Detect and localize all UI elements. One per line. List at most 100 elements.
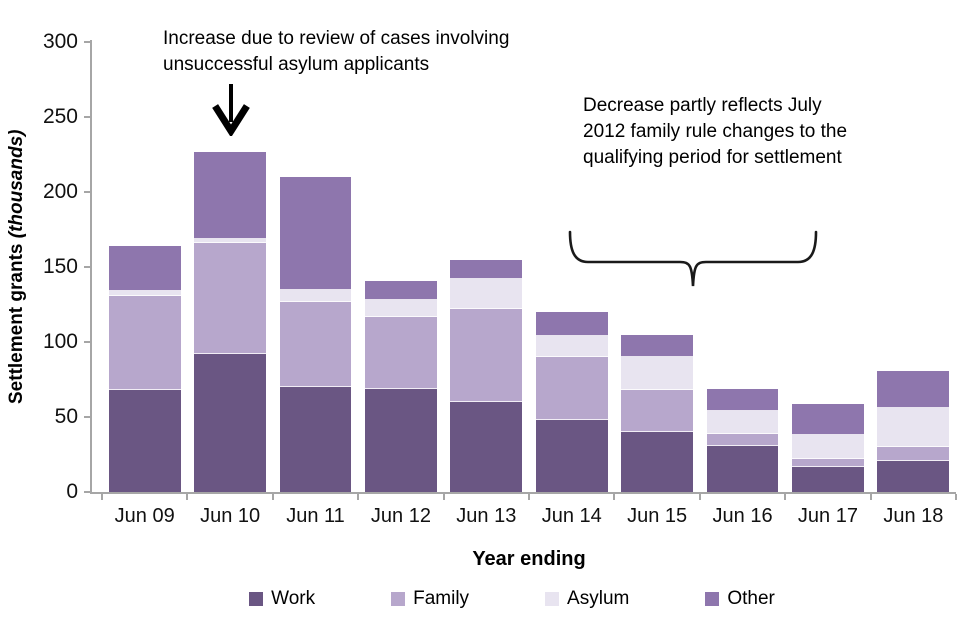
plot-area	[102, 42, 956, 492]
bar-segment-work	[108, 390, 181, 492]
bar-segment-family	[535, 357, 608, 420]
stacked-bar	[450, 259, 523, 492]
y-tick-mark	[84, 416, 91, 418]
x-axis-label: Jun 17	[797, 505, 858, 527]
bar-band-jun-18	[871, 42, 956, 492]
bar-segment-other	[706, 388, 779, 411]
y-tick-label: 150	[42, 255, 78, 278]
y-axis-title-main: Settlement grants	[6, 243, 27, 405]
x-axis-label: Jun 15	[627, 505, 688, 527]
x-axis-label: Jun 14	[541, 505, 602, 527]
bar-segment-asylum	[535, 336, 608, 357]
bar-segment-asylum	[279, 289, 352, 302]
bar-segment-work	[621, 432, 693, 492]
bar-segment-other	[108, 246, 181, 291]
bar-segment-family	[279, 301, 352, 387]
x-tick-mark	[613, 494, 616, 500]
bar-segment-other	[792, 403, 864, 435]
x-tick-mark	[357, 494, 360, 500]
bar-segment-asylum	[621, 357, 693, 390]
bar-segment-asylum	[877, 408, 950, 447]
bar-segment-work	[450, 402, 523, 492]
down-arrow-icon	[212, 84, 250, 136]
y-tick-mark	[84, 491, 91, 493]
x-axis-label: Jun 13	[456, 505, 517, 527]
bar-segment-work	[792, 466, 864, 492]
bar-segment-asylum	[450, 279, 523, 309]
x-tick-mark	[186, 494, 189, 500]
x-axis-labels: Jun 09 Jun 10 Jun 11 Jun 12 Jun 13 Jun 14 Jun …	[102, 505, 956, 528]
x-axis-label: Jun 12	[370, 505, 431, 527]
bar-segment-asylum	[706, 411, 779, 434]
bar-segment-work	[279, 387, 352, 492]
bar-band-jun-10	[187, 42, 272, 492]
bar-segment-work	[535, 420, 608, 492]
bar-band-jun-09	[102, 42, 187, 492]
annotation-family-rule-change: Decrease partly reflects July 2012 famil…	[583, 95, 848, 169]
x-axis-title: Year ending	[472, 548, 586, 570]
stacked-bar	[621, 334, 693, 492]
bar-band-jun-17	[785, 42, 870, 492]
bar-segment-family	[108, 295, 181, 390]
legend-item-work: Work	[249, 588, 315, 610]
legend-label: Family	[413, 588, 470, 609]
x-tick-mark	[101, 494, 103, 500]
x-tick-mark	[528, 494, 530, 500]
bar-segment-family	[450, 309, 523, 402]
bar-segment-other	[194, 151, 266, 239]
x-axis-label: Jun 11	[286, 505, 345, 527]
y-tick-label: 200	[42, 180, 78, 203]
bar-segment-asylum	[792, 435, 864, 459]
x-tick-mark	[271, 494, 274, 500]
x-axis-label: Jun 16	[712, 505, 773, 527]
bar-segment-work	[706, 445, 779, 492]
legend: Work Family Asylum Other	[0, 588, 960, 610]
stacked-bar	[535, 312, 608, 492]
legend-item-asylum: Asylum	[545, 588, 629, 610]
bar-segment-asylum	[365, 300, 437, 317]
stacked-bar	[108, 246, 181, 492]
stacked-bar	[194, 151, 266, 492]
bar-segment-other	[365, 280, 437, 300]
x-axis-line	[90, 492, 956, 494]
x-axis-label: Jun 18	[883, 505, 944, 527]
x-axis-label: Jun 10	[200, 505, 261, 527]
y-tick-mark	[84, 41, 91, 43]
y-tick-mark	[84, 191, 91, 193]
bar-segment-other	[877, 370, 950, 408]
bar-band-jun-13	[444, 42, 529, 492]
bar-segment-asylum	[194, 238, 266, 243]
stacked-bar	[365, 280, 437, 492]
stacked-bar	[279, 177, 352, 492]
x-tick-mark	[442, 494, 445, 500]
bar-segment-other	[621, 334, 693, 357]
y-tick-label: 50	[54, 405, 78, 428]
y-tick-mark	[84, 341, 91, 343]
y-tick-label: 300	[42, 30, 78, 53]
bar-segment-family	[706, 433, 779, 446]
bar-segment-work	[877, 460, 950, 492]
bar-segment-other	[450, 259, 523, 279]
y-axis-line	[90, 40, 92, 494]
bar-band-jun-11	[273, 42, 358, 492]
bar-segment-family	[877, 447, 950, 461]
bar-segment-other	[535, 312, 608, 336]
legend-label: Other	[727, 588, 775, 609]
y-tick-label: 100	[42, 330, 78, 353]
bar-segment-family	[194, 243, 266, 354]
y-tick-label: 0	[66, 480, 78, 503]
curly-brace-icon	[568, 230, 818, 287]
x-tick-mark	[784, 494, 787, 500]
bar-band-jun-16	[700, 42, 785, 492]
legend-swatch-icon	[249, 592, 264, 606]
bar-segment-family	[365, 316, 437, 389]
bar-segment-asylum	[108, 291, 181, 296]
x-tick-mark	[955, 494, 957, 500]
legend-label: Asylum	[567, 588, 630, 609]
bar-segment-work	[194, 354, 266, 492]
legend-item-other: Other	[705, 588, 775, 610]
y-tick-mark	[84, 116, 91, 118]
x-axis-label: Jun 09	[114, 505, 175, 527]
legend-label: Work	[271, 588, 316, 609]
